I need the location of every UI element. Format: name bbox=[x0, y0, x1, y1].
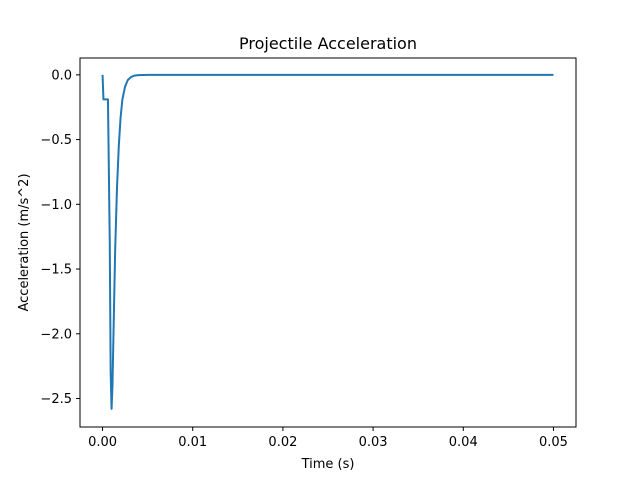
x-axis-label: Time (s) bbox=[301, 457, 355, 472]
x-tick-label: 0.05 bbox=[539, 435, 568, 450]
y-tick-label: −1.5 bbox=[40, 263, 72, 278]
x-tick-label: 0.02 bbox=[268, 435, 297, 450]
y-axis: 0.0 −0.5 −1.0 −1.5 −2.0 −2.5 bbox=[40, 68, 80, 407]
plot-area bbox=[101, 73, 554, 410]
y-tick-label: −1.0 bbox=[40, 198, 72, 213]
y-tick-label: −2.0 bbox=[40, 327, 72, 342]
series-line-0 bbox=[101, 73, 554, 410]
x-tick-label: 0.04 bbox=[449, 435, 478, 450]
y-tick-label: 0.0 bbox=[51, 68, 72, 83]
x-tick-label: 0.00 bbox=[88, 435, 117, 450]
y-axis-label: Acceleration (m/s^2) bbox=[17, 173, 32, 311]
chart-title: Projectile Acceleration bbox=[239, 34, 417, 53]
y-tick-label: −2.5 bbox=[40, 392, 72, 407]
x-axis: 0.00 0.01 0.02 0.03 0.04 0.05 bbox=[88, 427, 568, 450]
plot-frame bbox=[79, 57, 577, 428]
y-tick-label: −0.5 bbox=[40, 133, 72, 148]
x-tick-label: 0.03 bbox=[359, 435, 388, 450]
x-tick-label: 0.01 bbox=[178, 435, 207, 450]
